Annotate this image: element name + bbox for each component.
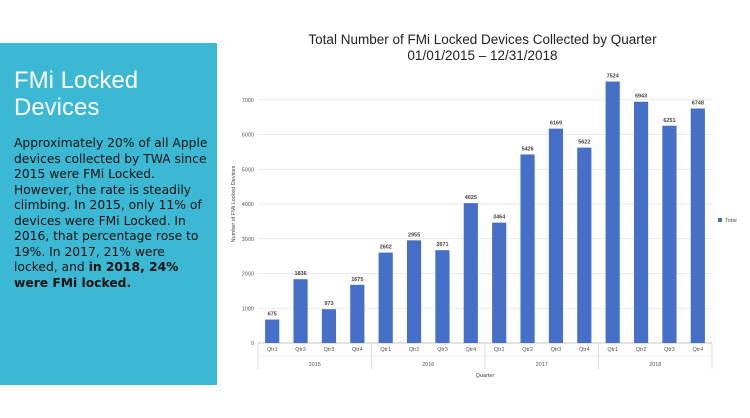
data-label: 6251 (663, 118, 675, 124)
data-label: 7524 (607, 74, 620, 80)
bar (633, 101, 649, 344)
group-label: 2015 (309, 362, 321, 368)
bar (350, 284, 365, 343)
data-label: 1675 (351, 277, 363, 283)
bar (605, 81, 620, 343)
data-label: 2955 (408, 232, 420, 238)
chart-title: Total Number of FMi Locked Devices Colle… (308, 32, 657, 47)
x-tick-label: Qtr4 (579, 347, 590, 353)
data-label: 3464 (493, 215, 506, 221)
bar (690, 108, 705, 343)
x-tick-label: Qtr1 (380, 347, 391, 353)
data-label: 2602 (380, 245, 392, 251)
panel-body: Approximately 20% of all Apple devices c… (14, 136, 212, 291)
y-tick-label: 1000 (242, 306, 254, 312)
data-label: 6943 (635, 94, 647, 100)
x-tick-label: Qtr3 (551, 347, 562, 353)
y-tick-label: 3000 (242, 237, 254, 243)
data-label: 5622 (578, 140, 590, 146)
x-tick-label: Qtr2 (295, 347, 306, 353)
x-tick-label: Qtr3 (437, 347, 448, 353)
group-label: 2018 (649, 362, 661, 368)
x-tick-label: Qtr4 (692, 347, 703, 353)
group-label: 2016 (422, 362, 434, 368)
bar (662, 125, 677, 344)
data-label: 2671 (436, 242, 448, 248)
x-tick-label: Qtr2 (636, 347, 647, 353)
x-tick-label: Qtr1 (607, 347, 618, 353)
bar (378, 252, 393, 343)
bar (463, 203, 478, 343)
summary-panel: FMi Locked Devices Approximately 20% of … (0, 43, 217, 385)
data-label: 1836 (294, 271, 306, 277)
data-label: 4025 (465, 195, 477, 201)
bar (548, 128, 564, 343)
legend-swatch (718, 218, 722, 222)
bar (265, 319, 280, 343)
x-tick-label: Qtr3 (664, 347, 675, 353)
bar (293, 279, 308, 343)
data-label: 6748 (692, 101, 704, 107)
bar (435, 250, 450, 343)
x-tick-label: Qtr1 (494, 347, 505, 353)
group-label: 2017 (536, 362, 548, 368)
y-tick-label: 7000 (242, 98, 254, 104)
chart-title-block: Total Number of FMi Locked Devices Colle… (230, 32, 735, 64)
x-tick-label: Qtr1 (267, 347, 278, 353)
data-label: 5426 (521, 146, 533, 152)
bar (321, 309, 337, 343)
panel-body-bold: in 2018, 24% were FMi locked. (14, 260, 179, 290)
y-tick-label: 0 (251, 341, 254, 347)
bar (520, 154, 535, 343)
x-tick-label: Qtr2 (522, 347, 533, 353)
x-axis-title: Quarter (476, 373, 495, 379)
data-label: 973 (324, 301, 333, 307)
y-tick-label: 2000 (242, 272, 254, 278)
x-tick-label: Qtr2 (409, 347, 420, 353)
panel-title: FMi Locked Devices (14, 67, 139, 121)
chart-subtitle: 01/01/2015 – 12/31/2018 (407, 48, 558, 63)
legend-label: Total (725, 218, 737, 224)
data-label: 675 (268, 312, 277, 318)
y-tick-label: 6000 (242, 133, 254, 139)
y-tick-label: 5000 (242, 167, 254, 173)
bar (406, 240, 422, 343)
y-tick-label: 4000 (242, 202, 254, 208)
panel-body-text: Approximately 20% of all Apple devices c… (14, 136, 208, 274)
x-tick-label: Qtr3 (324, 347, 335, 353)
data-label: 6169 (550, 121, 562, 127)
x-tick-label: Qtr4 (352, 347, 363, 353)
y-axis-title: Number of FMi Locked Devices (231, 165, 237, 242)
bar (492, 222, 507, 343)
bar (577, 147, 592, 343)
x-tick-label: Qtr4 (465, 347, 476, 353)
